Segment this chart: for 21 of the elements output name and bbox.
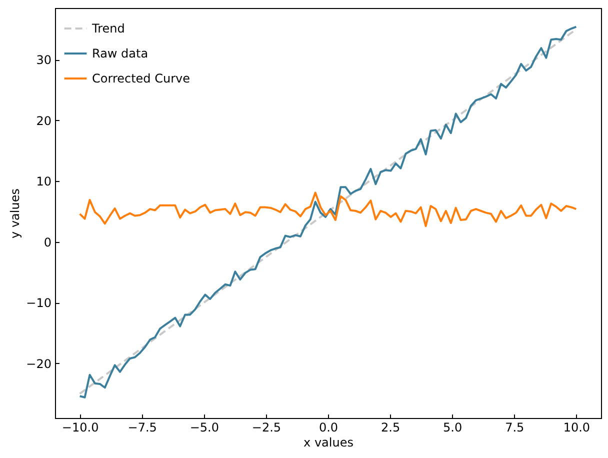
legend-label: Trend — [91, 22, 125, 36]
x-tick-label: −7.5 — [128, 420, 157, 434]
x-tick-label: 5.0 — [443, 420, 462, 434]
x-tick-label: 2.5 — [381, 420, 400, 434]
y-tick-label: −20 — [26, 356, 52, 371]
y-tick-label: 10 — [36, 174, 52, 189]
x-tick-label: 7.5 — [505, 420, 524, 434]
line-series — [78, 192, 578, 228]
legend-label: Corrected Curve — [92, 72, 190, 86]
y-axis-title: y values — [8, 188, 22, 238]
x-tick-label: −2.5 — [252, 420, 282, 434]
y-tick-label: 30 — [36, 53, 52, 68]
y-tick-label: 20 — [36, 114, 52, 128]
x-tick-label: −10.0 — [62, 420, 99, 434]
x-tick-label: −5.0 — [190, 420, 219, 434]
x-tick-label: 10.0 — [563, 420, 590, 434]
legend-label: Raw data — [92, 46, 148, 60]
x-axis-title: x values — [304, 436, 354, 450]
x-tick-label: 0.0 — [318, 420, 338, 434]
y-tick-label: 0 — [44, 235, 52, 250]
y-tick-label: −10 — [26, 296, 52, 310]
